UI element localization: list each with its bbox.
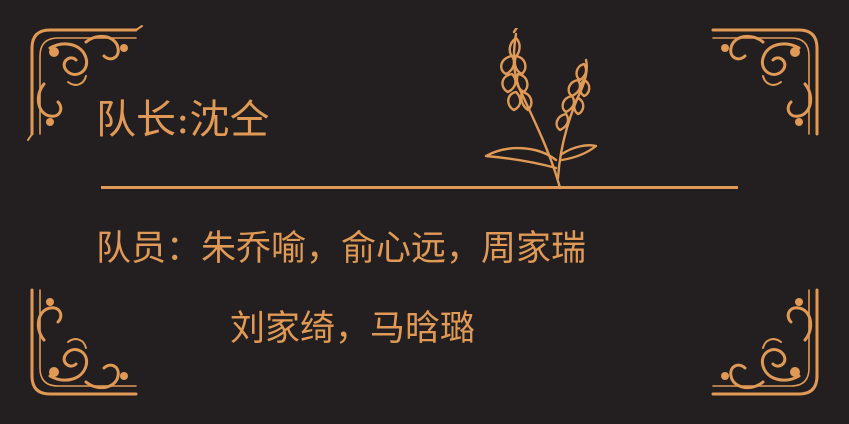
divider-line: [101, 186, 738, 189]
wheat-ear-icon: [478, 28, 598, 190]
corner-flourish-icon-bottom-left: [24, 282, 144, 402]
team-leader-text: 队长:沈仝: [96, 97, 270, 143]
team-members: 队员：朱乔喻，俞心远，周家瑞 刘家绮，马晗璐: [96, 228, 587, 349]
corner-flourish-icon-top-left: [24, 22, 144, 142]
corner-flourish-icon-bottom-right: [705, 282, 825, 402]
corner-flourish-icon-top-right: [705, 22, 825, 142]
team-members-line-1: 队员：朱乔喻，俞心远，周家瑞: [96, 229, 587, 269]
team-members-line-2: 刘家绮，马晗璐: [230, 309, 476, 349]
